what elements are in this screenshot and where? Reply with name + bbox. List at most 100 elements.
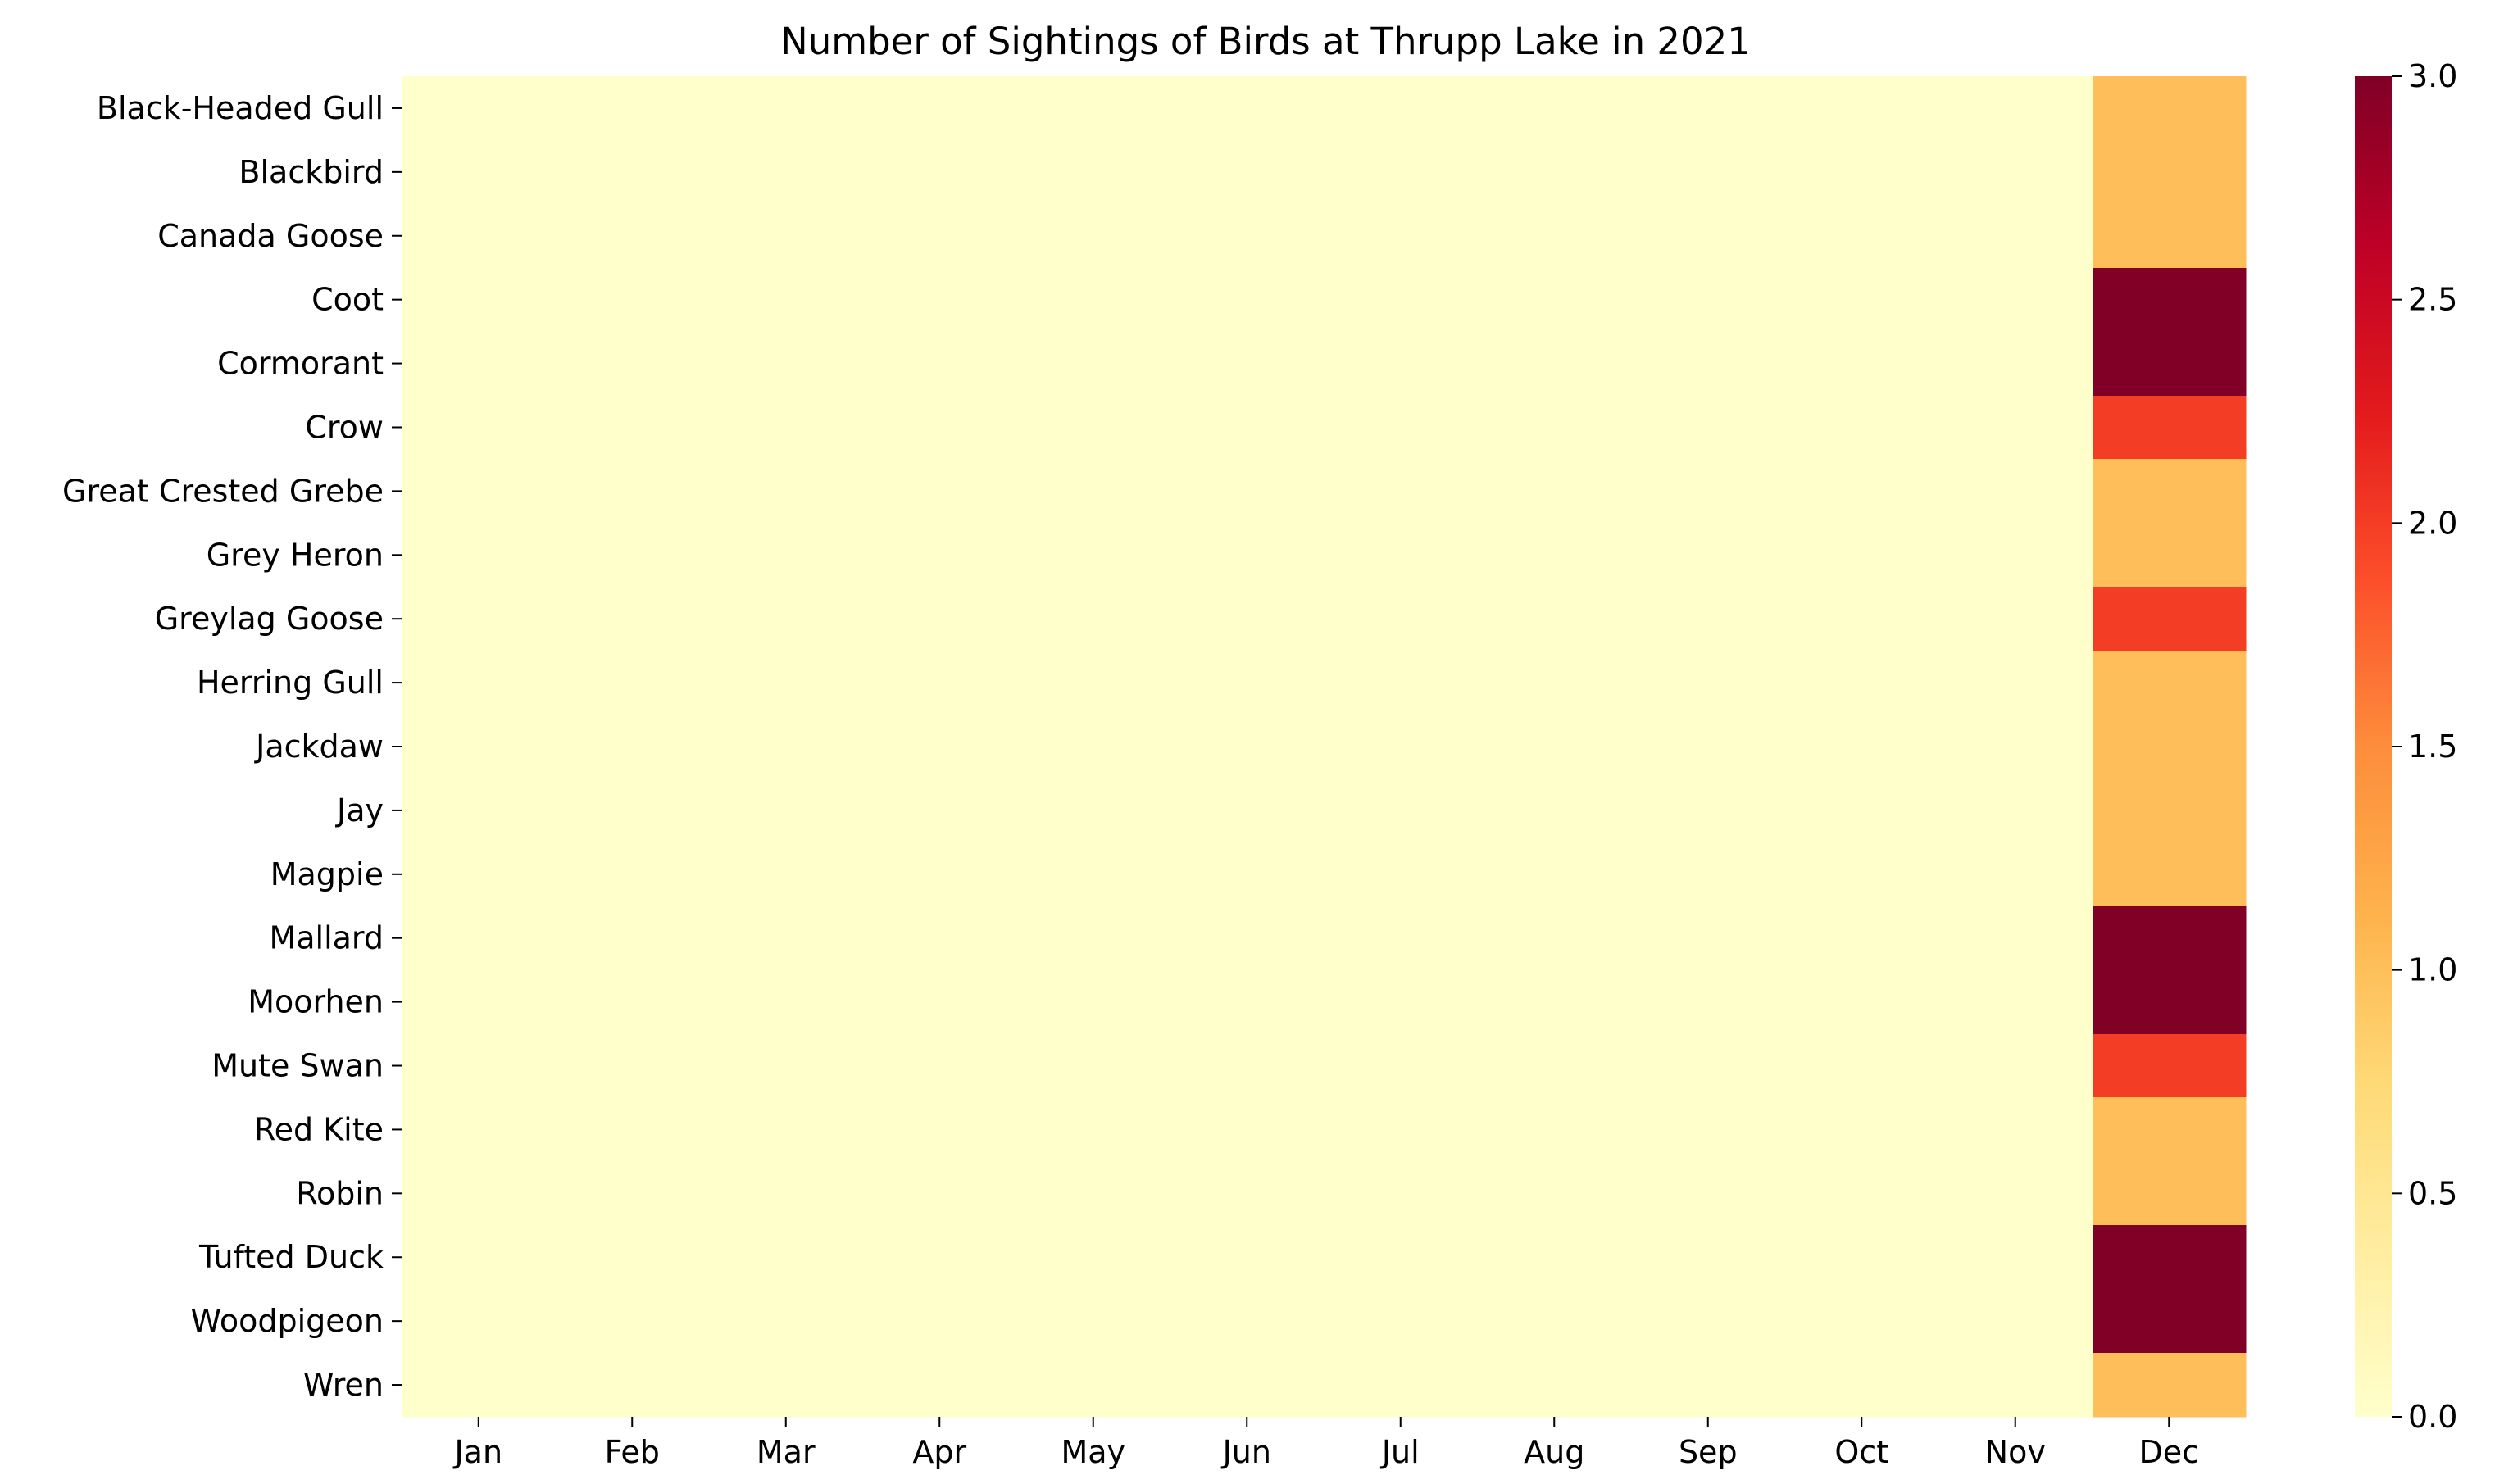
heatmap-cell [1170,396,1325,460]
heatmap-cell [1324,1289,1479,1354]
heatmap-cell [863,1161,1017,1226]
heatmap-cell [1016,970,1171,1035]
heatmap-cell [556,1161,710,1226]
heatmap-cell [556,1289,710,1354]
x-tick-label: Sep [1679,1434,1738,1470]
heatmap-cell [402,587,557,651]
heatmap-cell [1324,778,1479,843]
heatmap-cell [863,651,1017,715]
heatmap-cell [556,204,710,269]
heatmap-cell [2093,587,2247,651]
heatmap-cell [402,396,557,460]
heatmap-cells [402,76,2247,1418]
heatmap-cell [709,459,864,524]
heatmap-cell [709,140,864,205]
heatmap-cell [1631,1034,1786,1098]
heatmap-cell [1478,1034,1632,1098]
heatmap-cell [1324,204,1479,269]
heatmap-cell [1324,1034,1479,1098]
colorbar-tick-label: 3.0 [2408,58,2457,94]
heatmap-cell [1478,1225,1632,1290]
heatmap-cell [709,523,864,588]
heatmap-cell [1324,140,1479,205]
x-tick-label: Feb [605,1434,660,1470]
y-tick-label: Grey Heron [207,537,384,573]
heatmap-cell [556,1097,710,1162]
x-tick-label: Apr [912,1434,966,1470]
heatmap-cell [402,651,557,715]
heatmap-cell [556,1034,710,1098]
heatmap-cell [2093,268,2247,333]
heatmap-cell [2093,778,2247,843]
y-tick-label: Wren [303,1367,384,1403]
x-axis: Jan Feb Mar Apr May Jun Jul Aug Sep Oct Nov Dec [452,1417,2199,1470]
heatmap-cell [1016,268,1171,333]
heatmap-cell [556,76,710,141]
heatmap-cell [1938,1034,2093,1098]
heatmap-cell [402,204,557,269]
heatmap-cell [1785,715,1939,779]
heatmap-cell [402,459,557,524]
heatmap-cell [2093,332,2247,397]
heatmap-cell [1631,970,1786,1035]
heatmap-cell [556,715,710,779]
heatmap-cell [1938,268,2093,333]
heatmap-cell [2093,396,2247,460]
heatmap-cell [1324,76,1479,141]
heatmap-cell [1631,842,1786,907]
heatmap-cell [863,1034,1017,1098]
heatmap-cell [709,1289,864,1354]
heatmap-cell [1016,76,1171,141]
y-tick-label: Robin [296,1175,384,1211]
heatmap-cell [709,396,864,460]
heatmap-cell [556,906,710,971]
heatmap-cell [1938,715,2093,779]
heatmap-cell [1938,906,2093,971]
heatmap-cell [1631,459,1786,524]
heatmap-cell [709,651,864,715]
heatmap-cell [1938,1161,2093,1226]
heatmap-cell [1785,1289,1939,1354]
y-tick-label: Coot [311,282,384,318]
heatmap-cell [1785,396,1939,460]
colorbar-tick-label: 0.5 [2408,1175,2457,1211]
heatmap-cell [1478,778,1632,843]
heatmap-cell [556,268,710,333]
heatmap-cell [1324,1353,1479,1418]
heatmap-cell [2093,1289,2247,1354]
heatmap-cell [402,523,557,588]
heatmap-cell [1938,204,2093,269]
heatmap-cell [1785,1097,1939,1162]
heatmap-cell [556,1225,710,1290]
heatmap-cell [709,1353,864,1418]
heatmap-cell [1938,332,2093,397]
heatmap-cell [1631,268,1786,333]
heatmap-cell [1170,204,1325,269]
heatmap-cell [1631,1097,1786,1162]
y-tick-label: Herring Gull [197,665,384,701]
heatmap-cell [1170,1097,1325,1162]
heatmap-cell [863,778,1017,843]
heatmap-cell [1478,1161,1632,1226]
heatmap-cell [1016,651,1171,715]
heatmap-cell [709,842,864,907]
heatmap-cell [863,842,1017,907]
heatmap-cell [1631,140,1786,205]
heatmap-cell [863,970,1017,1035]
heatmap-cell [2093,1034,2247,1098]
heatmap-cell [1016,1225,1171,1290]
heatmap-cell [2093,204,2247,269]
y-tick-label: Magpie [270,856,384,892]
y-tick-label: Black-Headed Gull [97,90,384,126]
heatmap-cell [1631,204,1786,269]
heatmap-cell [1170,76,1325,141]
heatmap-cell [709,778,864,843]
heatmap-cell [1785,842,1939,907]
heatmap-cell [709,332,864,397]
heatmap-cell [1016,1289,1171,1354]
y-tick-label: Canada Goose [157,218,384,254]
heatmap-cell [863,587,1017,651]
heatmap-cell [863,1353,1017,1418]
y-tick-label: Cormorant [217,346,384,382]
heatmap-cell [1016,715,1171,779]
